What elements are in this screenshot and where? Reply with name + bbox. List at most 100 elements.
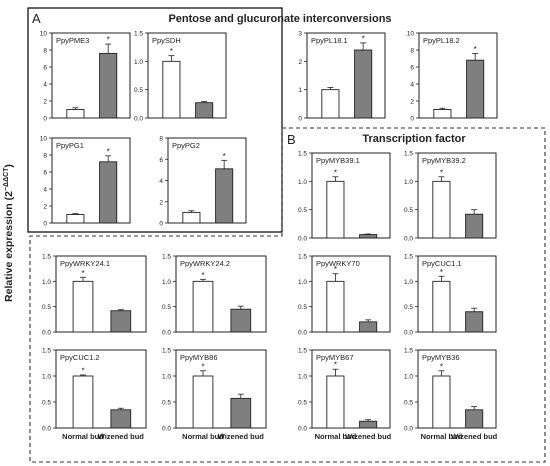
- y-tick-label: 0: [43, 116, 47, 123]
- significance-asterisk: *: [474, 45, 477, 54]
- y-tick-label: 3: [298, 31, 302, 38]
- plot-frame: [51, 32, 131, 119]
- y-tick-label: 1.5: [404, 348, 413, 355]
- plot-title: PpyWRKY70: [316, 259, 360, 268]
- subplot-ppymyb39-1: PpyMYB39.1 0.0 0.5 1.0 1.5 *: [298, 151, 391, 243]
- panel-b-letter: B: [287, 132, 296, 147]
- y-tick-label: 0.5: [404, 304, 413, 311]
- y-tick-label: 2: [43, 204, 47, 211]
- subplot-ppypg2: PpyPG2 0 2 4 6 8 *: [159, 136, 247, 228]
- y-tick-label: 0: [410, 116, 414, 123]
- y-tick-label: 0: [298, 116, 302, 123]
- bar-wizened-bud: [230, 397, 252, 429]
- bar-normal-bud: [326, 375, 345, 429]
- bar-normal-bud: [432, 180, 451, 239]
- bar-normal-bud: [326, 180, 345, 239]
- y-tick-label: 6: [410, 65, 414, 72]
- significance-asterisk: *: [334, 361, 337, 370]
- significance-asterisk: *: [223, 152, 226, 161]
- y-tick-label: 4: [410, 82, 414, 89]
- y-tick-label: 1.0: [298, 374, 307, 381]
- y-tick-label: 1.5: [162, 254, 171, 261]
- bar-wizened-bud: [110, 409, 132, 429]
- bar-wizened-bud: [465, 409, 484, 429]
- plot-frame: [55, 255, 147, 333]
- y-tick-label: 0.5: [298, 207, 307, 214]
- subplot-ppypg1: PpyPG1 0 2 4 6 8 10 *: [40, 136, 131, 228]
- y-tick-label: 1.5: [134, 31, 143, 38]
- y-tick-label: 1.5: [42, 348, 51, 355]
- bar-wizened-bud: [465, 213, 484, 239]
- y-tick-label: 1.5: [404, 254, 413, 261]
- y-tick-label: 10: [40, 136, 48, 143]
- y-tick-label: 0.0: [42, 330, 51, 337]
- y-tick-label: 0.0: [134, 116, 143, 123]
- bar-normal-bud: [432, 280, 451, 333]
- plot-title: PpyMYB86: [180, 353, 218, 362]
- plot-frame: [55, 349, 147, 429]
- y-tick-label: 1.0: [42, 279, 51, 286]
- plot-frame: [417, 349, 497, 429]
- subplot-ppypl18-2: PpyPL18.2 0 2 4 6 8 10 *: [407, 31, 498, 123]
- y-axis-label: Relative expression (2−ΔΔCT): [3, 164, 15, 302]
- y-tick-label: 10: [40, 31, 48, 38]
- subplot-ppywrky24-1: PpyWRKY24.1 0.0 0.5 1.0 1.5 *: [42, 254, 147, 337]
- plot-title: PpyPG1: [56, 141, 84, 150]
- y-tick-label: 1.5: [298, 254, 307, 261]
- y-tick-label: 0.0: [162, 330, 171, 337]
- significance-asterisk: *: [107, 36, 110, 45]
- panel-b-border: [29, 127, 546, 463]
- y-tick-label: 1.0: [162, 374, 171, 381]
- y-tick-label: 2: [410, 99, 414, 106]
- x-category-label: Normal bud: [421, 432, 463, 441]
- bar-normal-bud: [321, 89, 340, 119]
- significance-asterisk: *: [440, 362, 443, 371]
- y-tick-label: 8: [410, 48, 414, 55]
- bar-normal-bud: [162, 60, 181, 119]
- significance-asterisk: *: [334, 265, 337, 274]
- y-tick-label: 1.0: [134, 59, 143, 66]
- plot-frame: [175, 349, 267, 429]
- significance-asterisk: *: [81, 269, 84, 278]
- plot-title: PpyPL18.2: [423, 36, 460, 45]
- y-tick-label: 1.5: [404, 151, 413, 158]
- subplot-ppypl18-1: PpyPL18.1 0 1 2 3 *: [298, 31, 386, 123]
- plot-title: PpyMYB39.1: [316, 156, 360, 165]
- bar-normal-bud: [326, 280, 345, 333]
- bar-wizened-bud: [215, 168, 234, 224]
- x-category-label: Normal bud: [182, 432, 224, 441]
- plot-frame: [311, 152, 391, 239]
- y-tick-label: 0.0: [42, 426, 51, 433]
- subplot-ppywrky70: PpyWRKY70 0.0 0.5 1.0 1.5 *: [298, 254, 391, 337]
- plot-title: PpyCUC1.1: [422, 259, 462, 268]
- x-category-label: Wizened bud: [345, 432, 392, 441]
- y-tick-label: 0.5: [162, 304, 171, 311]
- y-axis-label-superscript: −ΔΔCT: [3, 167, 10, 191]
- subplot-ppycuc1-2: PpyCUC1.2 0.0 0.5 1.0 1.5 * Normal budWizened …: [42, 348, 147, 441]
- y-tick-label: 2: [43, 99, 47, 106]
- y-tick-label: 0.0: [404, 426, 413, 433]
- bar-wizened-bud: [354, 49, 373, 119]
- y-tick-label: 8: [43, 48, 47, 55]
- significance-asterisk: *: [201, 271, 204, 280]
- plot-frame: [175, 255, 267, 333]
- y-tick-label: 0.5: [298, 304, 307, 311]
- y-tick-label: 1.0: [298, 279, 307, 286]
- subplot-ppywrky24-2: PpyWRKY24.2 0.0 0.5 1.0 1.5 *: [162, 254, 267, 337]
- bar-normal-bud: [192, 280, 214, 333]
- y-tick-label: 0.0: [298, 330, 307, 337]
- plot-frame: [51, 137, 131, 224]
- y-tick-label: 1.0: [42, 374, 51, 381]
- plot-title: PpyWRKY24.2: [180, 259, 230, 268]
- bar-wizened-bud: [359, 321, 378, 333]
- y-tick-label: 4: [43, 187, 47, 194]
- y-tick-label: 6: [43, 170, 47, 177]
- panel-a-title: Pentose and glucuronate interconversions: [168, 13, 391, 25]
- y-tick-label: 1: [298, 87, 302, 94]
- bar-wizened-bud: [465, 311, 484, 333]
- bar-normal-bud: [182, 211, 201, 224]
